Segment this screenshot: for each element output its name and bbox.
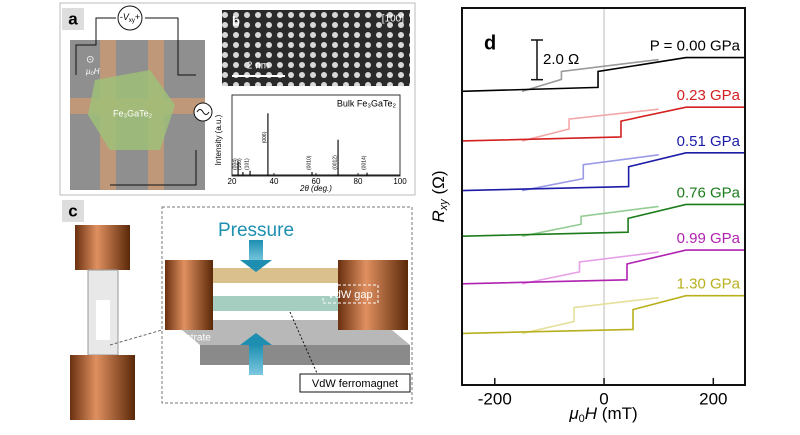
xrd-tick-label: 60 bbox=[312, 177, 321, 186]
xrd-ylabel: Intensity (a.u.) bbox=[214, 114, 223, 165]
y-axis-label: Rxy (Ω) bbox=[429, 170, 449, 222]
flake bbox=[88, 70, 175, 150]
ylabel-part: R bbox=[429, 210, 448, 222]
xrd-peak-label: (100) bbox=[237, 158, 243, 170]
arrow-head bbox=[240, 260, 272, 272]
t: V bbox=[123, 12, 130, 22]
xrd-xlabel: 2θ (deg.) bbox=[299, 184, 332, 193]
pressure-label: 0.23 GPa bbox=[677, 87, 741, 104]
xrd-tick-label: 100 bbox=[393, 177, 407, 186]
panel-label: d bbox=[484, 32, 496, 54]
forward-sweep bbox=[461, 106, 745, 142]
xrd-peak-label: (004) bbox=[232, 158, 238, 170]
wire bbox=[110, 150, 197, 186]
anvil bbox=[338, 260, 408, 330]
t: + bbox=[135, 12, 140, 22]
hysteresis-chart: P = 0.00 GPa 0.23 GPa 0.51 GPa 0.76 GPa 0.99… bbox=[429, 7, 746, 425]
wire bbox=[75, 17, 116, 75]
pressure-label: P = 0.00 GPa bbox=[650, 38, 741, 55]
pressure-label: Pressure bbox=[218, 220, 294, 241]
gap-label: VdW gap bbox=[327, 289, 372, 301]
material-label: Fe₃GaTe₂ bbox=[113, 108, 153, 118]
wire bbox=[145, 17, 196, 76]
xlabel-part: μ bbox=[568, 404, 579, 423]
ylabel-part: (Ω) bbox=[429, 170, 448, 199]
forward-sweep bbox=[461, 152, 745, 192]
layer bbox=[213, 268, 338, 283]
return-sweep bbox=[521, 58, 659, 93]
forward-sweep bbox=[461, 56, 745, 93]
forward-sweep bbox=[461, 249, 745, 285]
xrd-title: Bulk Fe₃GaTe₂ bbox=[337, 98, 397, 108]
ac-symbol bbox=[196, 109, 210, 115]
ferromagnet-box bbox=[299, 373, 411, 393]
xlabel-part: H bbox=[585, 404, 598, 423]
return-sweep bbox=[521, 108, 659, 142]
xrd-tick-label: 40 bbox=[270, 177, 279, 186]
scale-bar-label: 2 nm bbox=[247, 61, 269, 72]
xlabel-part: 0 bbox=[579, 413, 585, 425]
xrd-peak-label: (006) bbox=[262, 131, 268, 143]
sample-holder bbox=[96, 300, 110, 340]
cell-cap bbox=[75, 225, 130, 270]
t: xy bbox=[129, 18, 135, 24]
xrd-peak-label: (101) bbox=[244, 158, 250, 170]
pressure-label: 1.30 GPa bbox=[677, 276, 741, 293]
panel-label: b bbox=[232, 13, 240, 28]
x-axis-label: μ0H (mT) bbox=[568, 404, 637, 424]
anvil bbox=[165, 260, 213, 330]
panel-label-box bbox=[62, 200, 84, 222]
forward-sweep bbox=[461, 294, 745, 335]
panel-label: c bbox=[68, 201, 77, 220]
pressure-label: 0.99 GPa bbox=[677, 230, 741, 247]
arrow-head bbox=[240, 333, 272, 345]
ylabel-part: xy bbox=[438, 198, 450, 212]
return-sweep bbox=[521, 205, 659, 237]
stem-image bbox=[222, 10, 410, 86]
xrd-peak-label: (0012) bbox=[332, 155, 338, 170]
xrd-tick-label: 20 bbox=[228, 177, 237, 186]
xrd-plot: 20 40 60 80 100 (004)(100) (101) (006) (0010) (00… bbox=[228, 94, 407, 186]
panel-label-box bbox=[62, 8, 84, 30]
t: - bbox=[120, 12, 123, 22]
scale-label: 2.0 Ω bbox=[543, 51, 579, 68]
layer bbox=[213, 296, 338, 311]
field-label: μ₀H bbox=[85, 67, 100, 76]
xrd-peak-label: (0010) bbox=[306, 155, 312, 170]
voltage-label: -Vxy+ bbox=[120, 12, 140, 23]
xrd-tick-label: 80 bbox=[354, 177, 363, 186]
return-sweep bbox=[521, 296, 659, 335]
voltmeter bbox=[117, 5, 143, 31]
cell-base bbox=[70, 355, 135, 420]
ferromagnet-label: VdW ferromagnet bbox=[312, 378, 398, 390]
arrow-up bbox=[249, 345, 263, 375]
gap-box bbox=[322, 284, 379, 304]
pointer bbox=[289, 311, 321, 381]
return-sweep bbox=[521, 251, 659, 285]
xlabel-part: (mT) bbox=[597, 404, 638, 423]
arrow-down bbox=[249, 240, 263, 262]
x-tick-label: 200 bbox=[699, 389, 727, 408]
zoom-line bbox=[109, 329, 163, 346]
zoom-box bbox=[161, 206, 413, 404]
panel-label: a bbox=[68, 9, 78, 28]
substrate-label: Substrate bbox=[168, 333, 211, 344]
x-tick-label: 0 bbox=[599, 389, 608, 408]
xrd-peak-label: (0014) bbox=[361, 155, 367, 170]
zone-axis: [100] bbox=[382, 14, 404, 25]
field-symbol: ⊙ bbox=[86, 55, 94, 66]
pressure-label: 0.76 GPa bbox=[677, 184, 741, 201]
substrate-side bbox=[200, 345, 410, 365]
x-tick-label: -200 bbox=[478, 389, 512, 408]
forward-sweep bbox=[461, 203, 745, 237]
return-sweep bbox=[521, 154, 659, 192]
pressure-label: 0.51 GPa bbox=[677, 133, 741, 150]
